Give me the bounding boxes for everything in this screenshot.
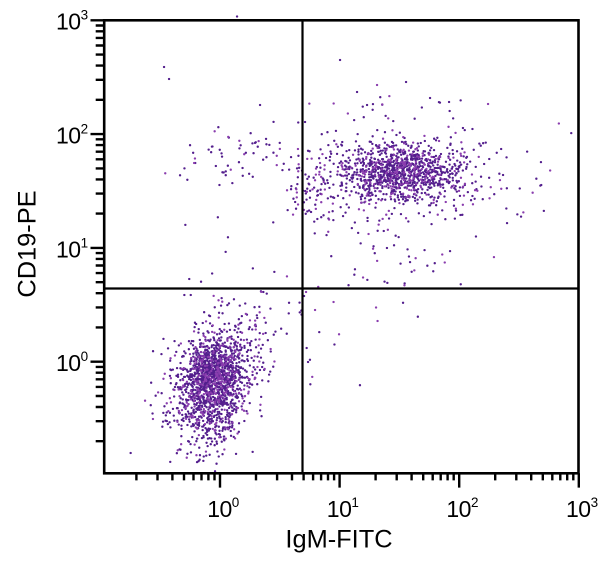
svg-text:IgM-FITC: IgM-FITC (285, 526, 392, 554)
svg-text:103: 103 (56, 8, 88, 35)
svg-text:101: 101 (56, 235, 88, 262)
svg-text:CD19-PE: CD19-PE (14, 190, 42, 297)
